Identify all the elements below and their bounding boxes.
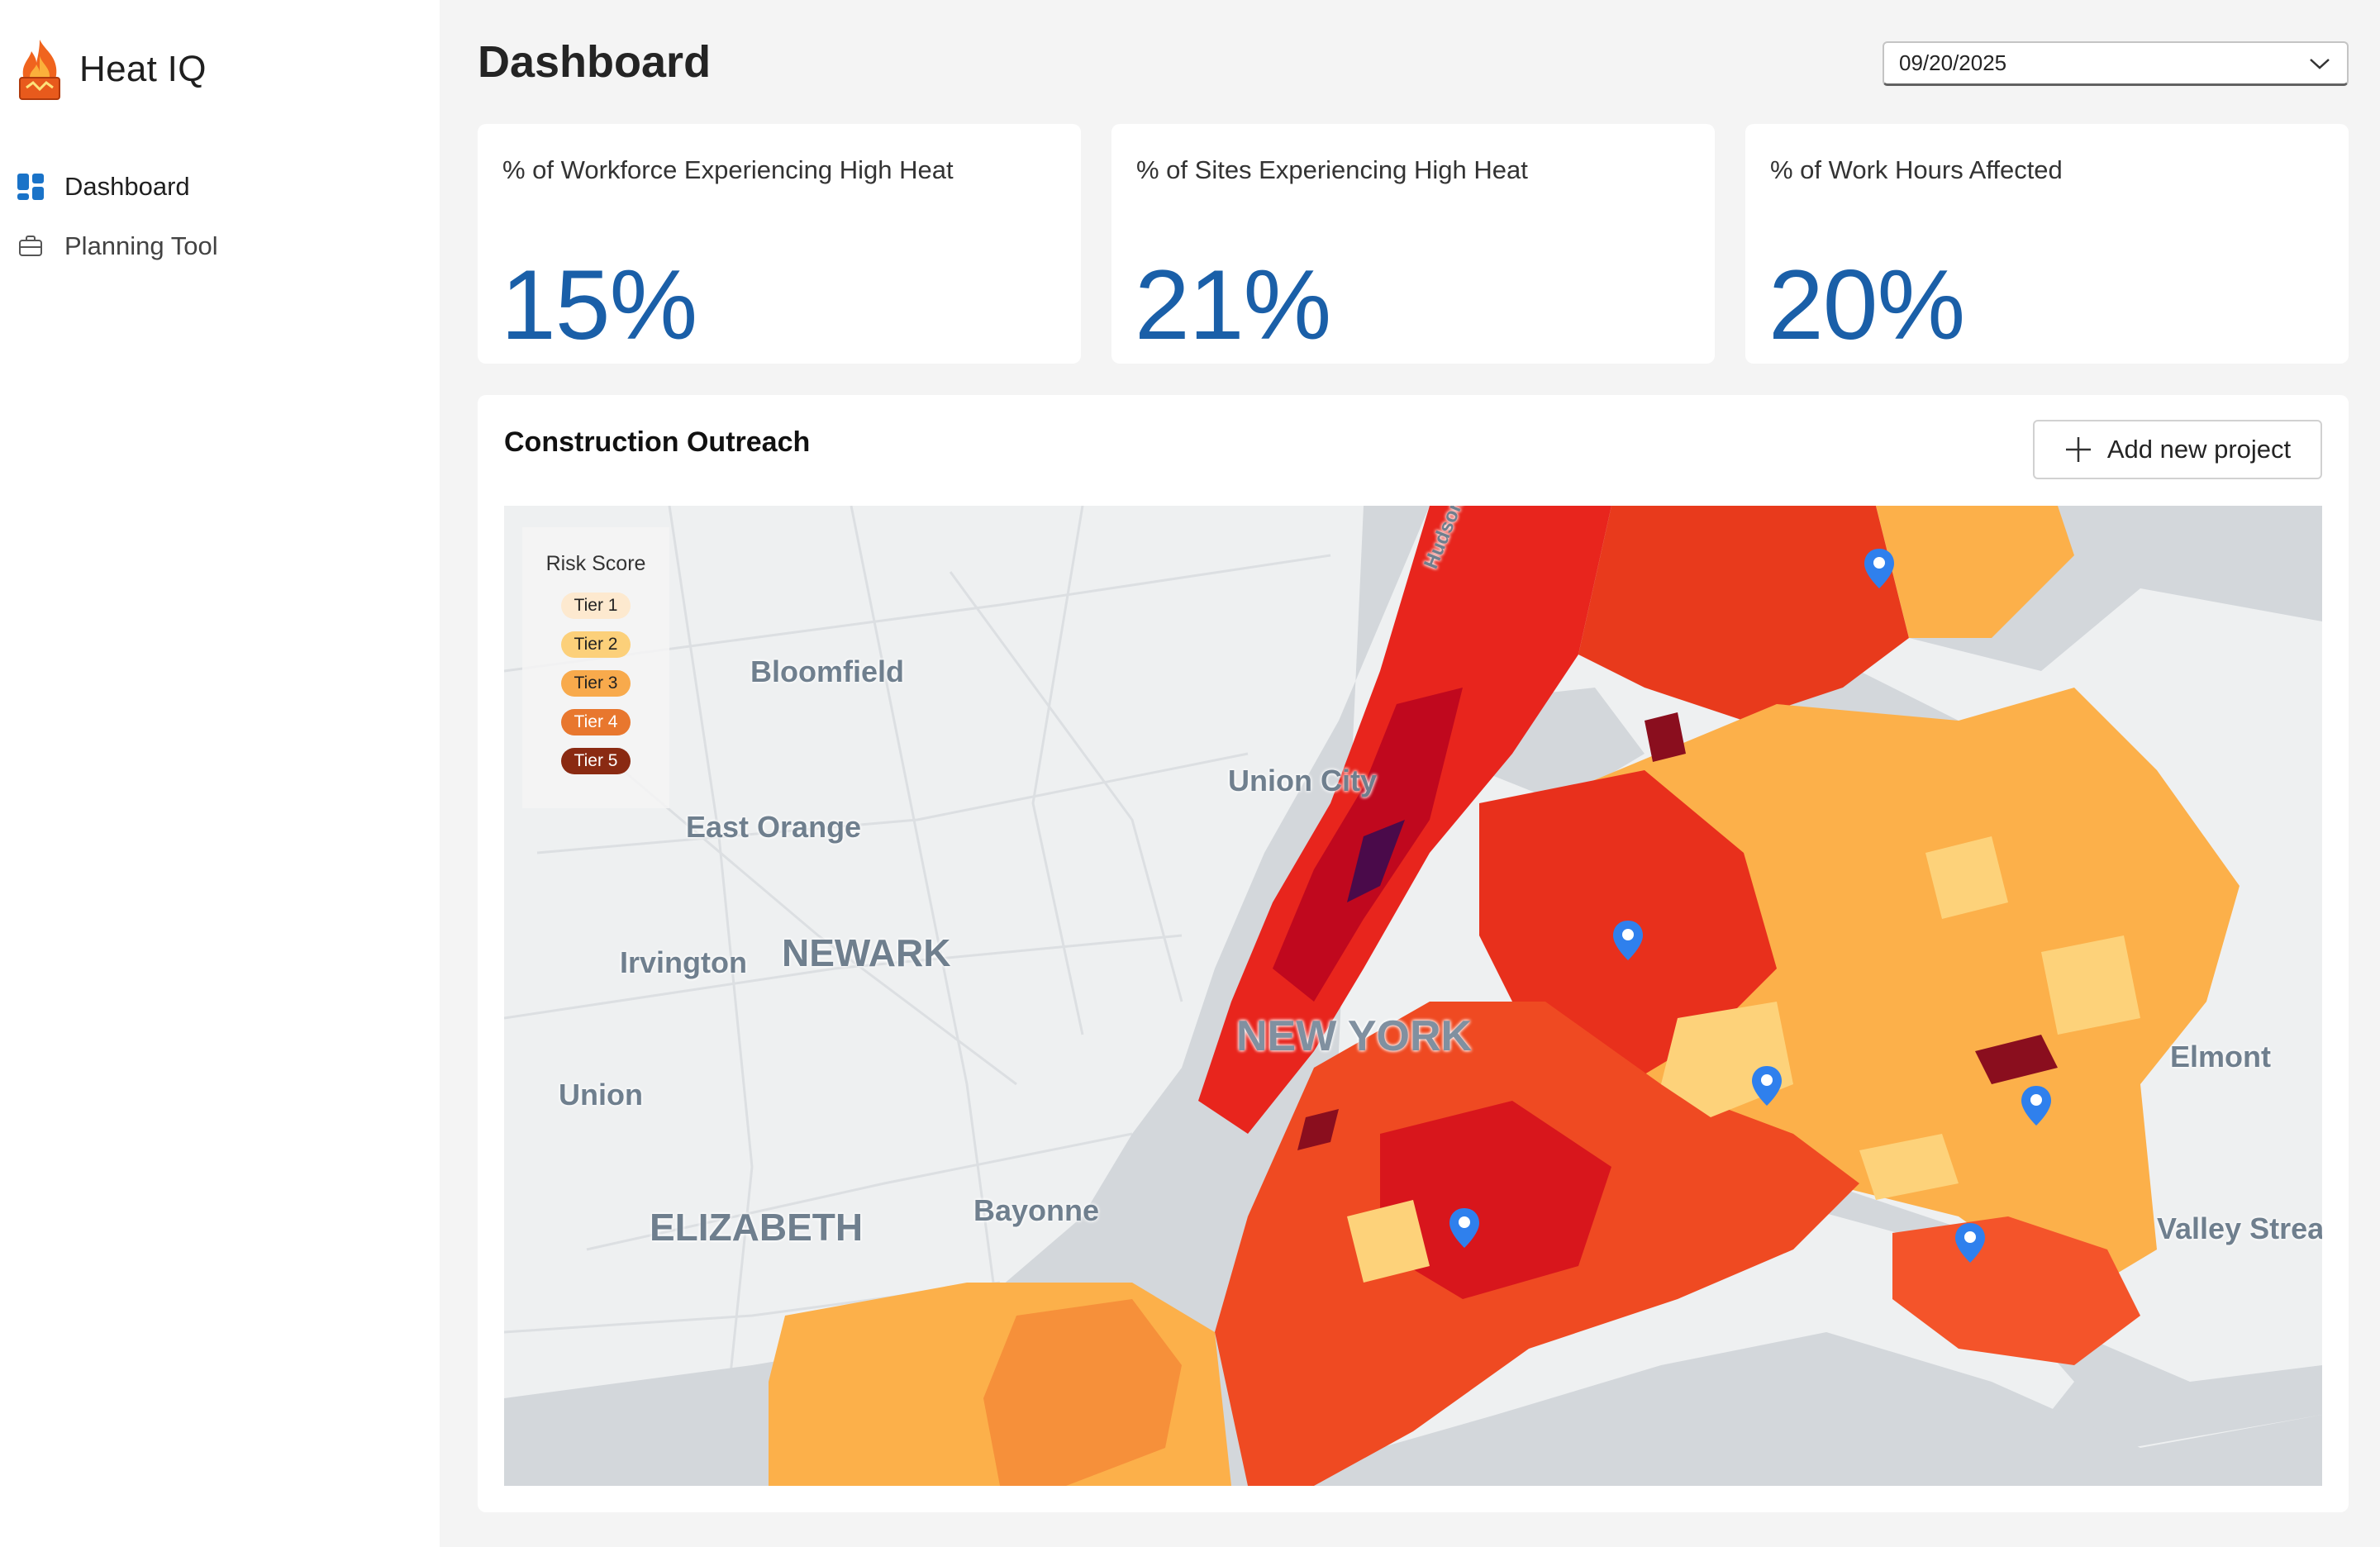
project-pin-icon[interactable] — [1863, 547, 1896, 590]
briefcase-icon — [17, 232, 45, 260]
legend-tier-2: Tier 2 — [561, 631, 631, 658]
kpi-card-work-hours: % of Work Hours Affected 20% — [1745, 124, 2349, 364]
heat-zone-brooklyn-inner — [1380, 1101, 1611, 1299]
map-base — [504, 506, 2322, 1486]
place-label-elizabeth: ELIZABETH — [650, 1206, 864, 1249]
map-card-title: Construction Outreach — [504, 426, 811, 458]
place-label-valley-stream: Valley Stream — [2157, 1211, 2322, 1245]
kpi-label: % of Workforce Experiencing High Heat — [502, 155, 954, 184]
place-label-elmont: Elmont — [2170, 1040, 2271, 1073]
flame-icon — [19, 40, 60, 100]
heat-zone-tier5-patches — [1297, 712, 2058, 1150]
heat-zone-jfk — [1892, 1216, 2140, 1365]
sidebar-item-planning-tool[interactable]: Planning Tool — [17, 217, 421, 276]
risk-map[interactable]: Bloomfield East Orange Union City Irving… — [504, 506, 2322, 1486]
add-new-project-label: Add new project — [2106, 435, 2292, 464]
sidebar-item-dashboard[interactable]: Dashboard — [17, 157, 421, 217]
legend-tier-4: Tier 4 — [561, 709, 631, 735]
legend-title: Risk Score — [545, 552, 646, 575]
project-pin-icon[interactable] — [2020, 1084, 2053, 1127]
kpi-value: 20% — [1768, 250, 1965, 360]
app-name: Heat IQ — [79, 49, 207, 89]
kpi-card-workforce: % of Workforce Experiencing High Heat 15… — [478, 124, 1081, 364]
legend-tier-5: Tier 5 — [561, 748, 631, 774]
heat-zone-tier2-patches — [1347, 836, 2140, 1283]
chevron-down-icon — [2310, 58, 2330, 69]
heat-zone-manhattan-hot — [1347, 820, 1405, 902]
place-label-union-city: Union City — [1228, 764, 1377, 797]
sidebar-nav: Dashboard Planning Tool — [17, 157, 421, 276]
kpi-value: 21% — [1135, 250, 1331, 360]
sidebar-item-label: Planning Tool — [64, 231, 218, 260]
date-select[interactable]: 09/20/2025 — [1883, 41, 2349, 86]
project-pin-icon[interactable] — [1448, 1207, 1481, 1250]
place-label-bloomfield: Bloomfield — [750, 654, 904, 688]
heat-zone-bronx-light — [1876, 506, 2074, 638]
place-label-irvington: Irvington — [620, 945, 747, 979]
place-label-union: Union — [559, 1078, 643, 1111]
kpi-label: % of Sites Experiencing High Heat — [1136, 155, 1528, 184]
sidebar-item-label: Dashboard — [64, 172, 190, 201]
heat-zone-staten-island-east — [983, 1299, 1182, 1486]
kpi-card-sites: % of Sites Experiencing High Heat 21% — [1111, 124, 1715, 364]
add-new-project-button[interactable]: Add new project — [2033, 420, 2322, 479]
date-select-value: 09/20/2025 — [1899, 50, 2007, 75]
kpi-value: 15% — [501, 250, 697, 360]
brand[interactable]: Heat IQ — [17, 38, 207, 101]
project-pin-icon[interactable] — [1954, 1221, 1987, 1264]
heat-zone-bronx — [1578, 506, 1909, 721]
sidebar: Heat IQ Dashboard Plannin — [0, 0, 440, 1547]
legend-tier-3: Tier 3 — [561, 670, 631, 697]
project-pin-icon[interactable] — [1611, 919, 1645, 962]
page-title: Dashboard — [478, 37, 712, 87]
place-label-new-york: NEW YORK — [1236, 1012, 1473, 1060]
project-pin-icon[interactable] — [1750, 1064, 1783, 1107]
plus-icon — [2065, 437, 2091, 462]
kpi-label: % of Work Hours Affected — [1770, 155, 2063, 184]
place-label-newark: NEWARK — [782, 931, 951, 974]
place-label-bayonne: Bayonne — [973, 1193, 1100, 1227]
construction-outreach-card: Construction Outreach Add new project — [478, 395, 2349, 1512]
risk-legend: Risk Score Tier 1 Tier 2 Tier 3 Tier 4 T… — [522, 527, 669, 808]
place-label-east-orange: East Orange — [686, 810, 862, 844]
legend-tier-1: Tier 1 — [561, 593, 631, 619]
dashboard-grid-icon — [17, 173, 45, 201]
